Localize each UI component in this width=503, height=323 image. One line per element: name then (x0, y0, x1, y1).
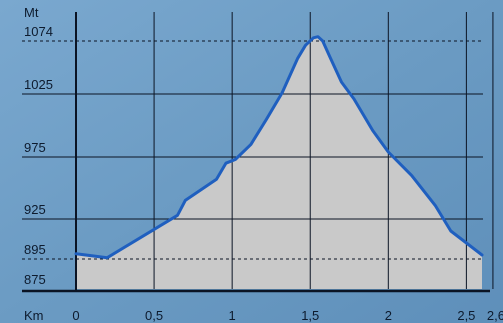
x-tick-label-2: 1 (229, 308, 236, 323)
x-tick-label-1: 0,5 (145, 308, 163, 323)
elevation-area (76, 36, 482, 290)
y-tick-label-3: 975 (24, 140, 46, 155)
y-tick-label-2: 925 (24, 202, 46, 217)
y-tick-label-0: 875 (24, 272, 46, 287)
y-tick-label-4: 1025 (24, 77, 53, 92)
y-tick-label-5: 1074 (24, 24, 53, 39)
x-tick-label-5: 2,5 (457, 308, 475, 323)
y-axis-label: Mt (24, 5, 39, 20)
x-tick-label-6: 2,67 (487, 308, 503, 323)
x-axis-label: Km (24, 308, 44, 323)
elevation-line (74, 35, 484, 260)
y-tick-label-1: 895 (24, 242, 46, 257)
x-tick-label-0: 0 (72, 308, 79, 323)
x-tick-label-3: 1,5 (301, 308, 319, 323)
x-tick-label-4: 2 (385, 308, 392, 323)
